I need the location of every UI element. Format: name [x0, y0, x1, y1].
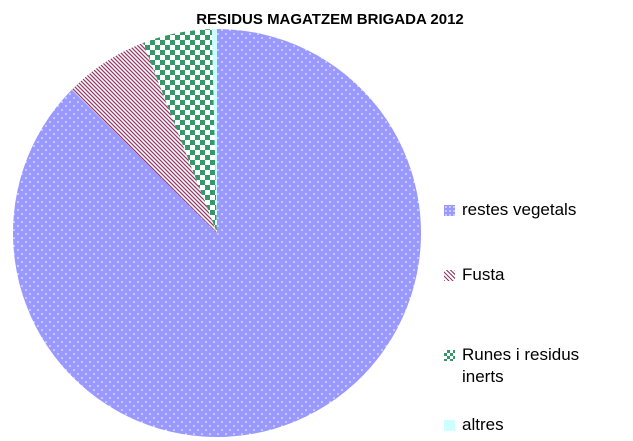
pie-slice [71, 42, 217, 233]
legend-label: altres [462, 415, 504, 434]
legend-swatch [444, 205, 455, 216]
legend-item: Fusta [444, 264, 597, 286]
legend-item: restes vegetals [444, 199, 597, 221]
legend-swatch [444, 350, 455, 361]
legend-item: Runes i residus inerts [444, 344, 597, 388]
pie-slice [143, 29, 217, 234]
legend-item: altres [444, 414, 597, 436]
legend-swatch [444, 420, 455, 431]
legend-label: Fusta [462, 265, 505, 284]
pie-slice [211, 29, 217, 233]
legend-label: restes vegetals [462, 200, 577, 219]
chart-title: RESIDUS MAGATZEM BRIGADA 2012 [196, 11, 464, 28]
pie-slice [12, 29, 421, 437]
legend-label: Runes i residus inerts [462, 345, 580, 386]
legend-swatch [444, 270, 455, 281]
